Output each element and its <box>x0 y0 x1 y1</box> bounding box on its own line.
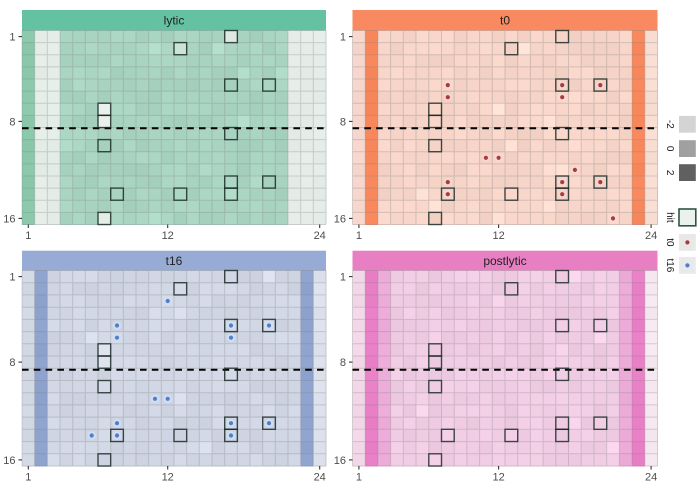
svg-text:1: 1 <box>9 32 15 44</box>
svg-text:t16: t16 <box>664 258 675 272</box>
svg-text:12: 12 <box>162 230 174 242</box>
svg-text:postlytic: postlytic <box>483 254 526 268</box>
svg-text:0: 0 <box>664 146 675 152</box>
svg-text:lytic: lytic <box>164 13 185 27</box>
svg-text:16: 16 <box>3 455 15 467</box>
svg-text:8: 8 <box>9 357 15 369</box>
svg-text:12: 12 <box>492 230 504 242</box>
svg-text:12: 12 <box>492 472 504 484</box>
svg-text:24: 24 <box>314 230 326 242</box>
svg-text:1: 1 <box>25 472 31 484</box>
svg-text:24: 24 <box>645 472 657 484</box>
svg-text:16: 16 <box>3 213 15 225</box>
svg-text:8: 8 <box>9 116 15 128</box>
svg-text:1: 1 <box>9 272 15 284</box>
svg-text:24: 24 <box>314 472 326 484</box>
svg-text:t0: t0 <box>500 13 510 27</box>
svg-text:8: 8 <box>340 357 346 369</box>
svg-text:t16: t16 <box>166 254 183 268</box>
svg-text:16: 16 <box>334 455 346 467</box>
svg-text:1: 1 <box>340 32 346 44</box>
svg-text:2: 2 <box>664 170 675 176</box>
svg-text:8: 8 <box>340 116 346 128</box>
svg-text:16: 16 <box>334 213 346 225</box>
svg-text:1: 1 <box>340 272 346 284</box>
svg-text:12: 12 <box>162 472 174 484</box>
svg-text:1: 1 <box>356 230 362 242</box>
svg-text:t0: t0 <box>664 238 675 247</box>
svg-text:24: 24 <box>645 230 657 242</box>
svg-text:1: 1 <box>356 472 362 484</box>
svg-text:-2: -2 <box>664 120 675 129</box>
svg-text:1: 1 <box>25 230 31 242</box>
svg-text:hit: hit <box>664 212 675 223</box>
